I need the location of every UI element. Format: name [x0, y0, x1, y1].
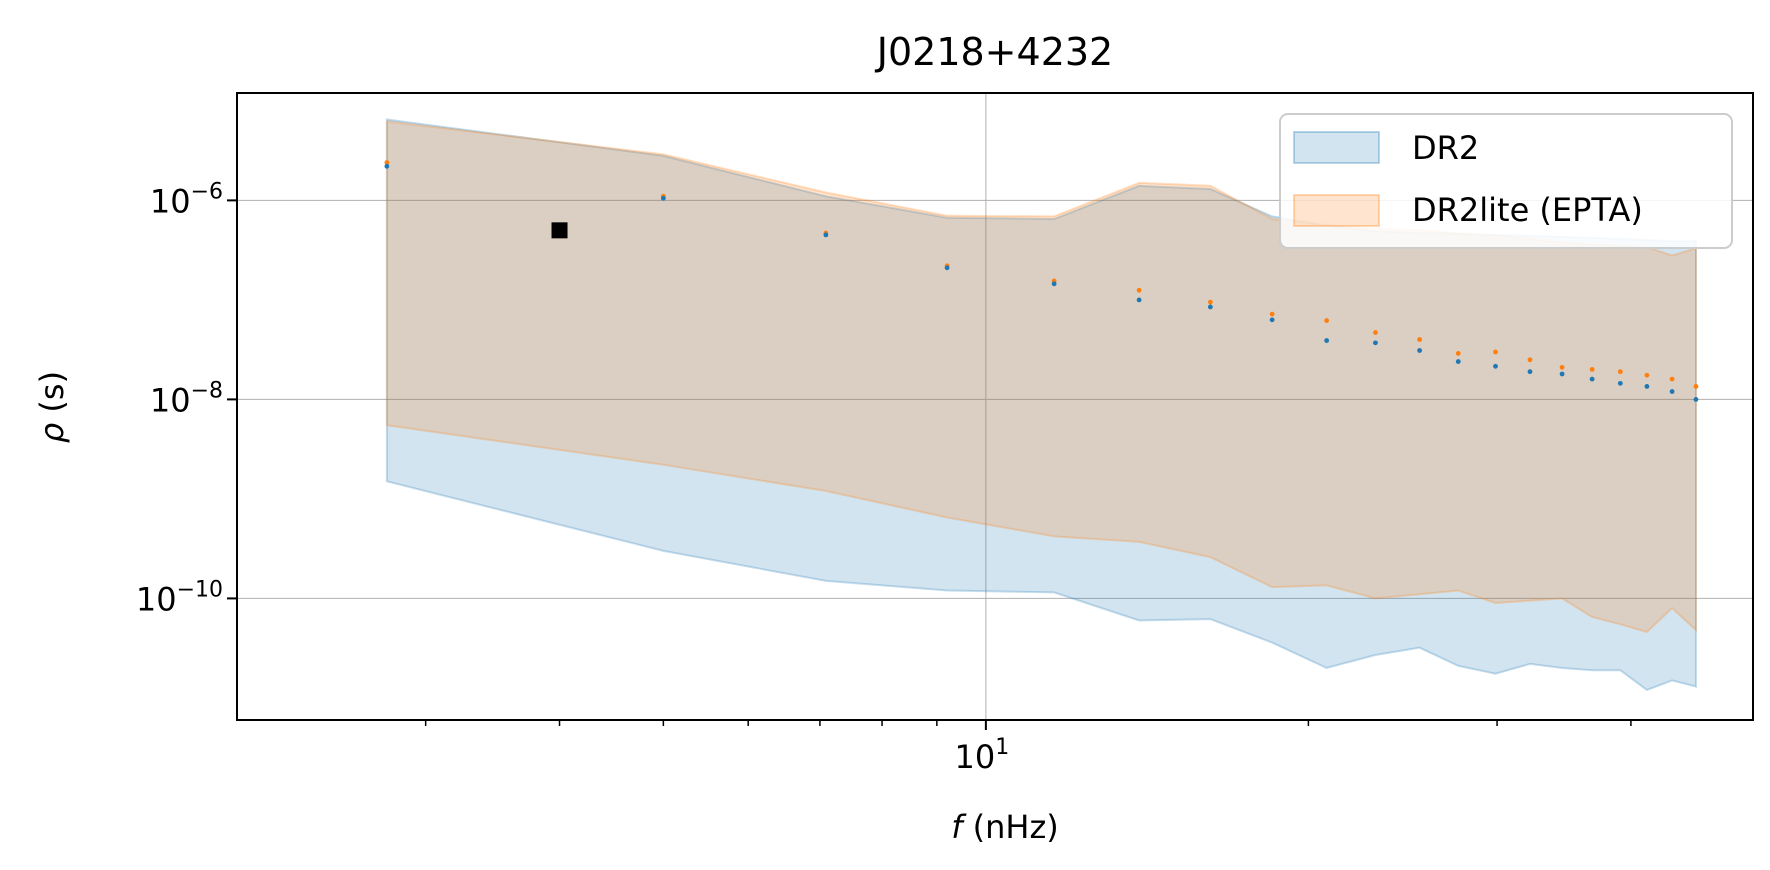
- median-point-dr2: [384, 163, 390, 169]
- median-point-dr2lite: [1373, 330, 1378, 335]
- median-points: [384, 160, 1699, 402]
- median-point-dr2: [1269, 317, 1275, 323]
- median-point-dr2: [1417, 348, 1423, 353]
- median-point-dr2: [1373, 340, 1378, 346]
- median-point-dr2lite: [1324, 318, 1330, 323]
- y-axis-label-unit: (s): [33, 371, 71, 423]
- median-point-dr2: [1527, 369, 1533, 375]
- legend: DR2 DR2lite (EPTA): [1279, 113, 1733, 249]
- median-point-dr2: [1136, 297, 1142, 303]
- median-point-dr2lite: [1136, 287, 1142, 293]
- y-axis-label-symbol: ρ: [33, 423, 71, 443]
- median-point-dr2: [1693, 397, 1699, 402]
- legend-swatch-dr2: [1293, 131, 1380, 164]
- median-point-dr2: [1207, 304, 1213, 310]
- median-point-dr2: [1455, 359, 1461, 364]
- median-point-dr2lite: [1693, 384, 1699, 389]
- median-point-dr2: [1644, 384, 1650, 389]
- uncertainty-bands: [385, 118, 1697, 692]
- y-tick-label: 10−6: [150, 179, 223, 220]
- band-dr2lite: [385, 120, 1697, 634]
- x-axis-ticks: 101: [424, 720, 1632, 776]
- band-dr2: [385, 118, 1697, 692]
- legend-frame: [1279, 113, 1733, 249]
- median-point-dr2lite: [1207, 299, 1213, 305]
- median-point-dr2lite: [1589, 367, 1595, 372]
- median-point-dr2lite: [1417, 337, 1423, 342]
- median-point-dr2lite: [1617, 369, 1623, 375]
- median-point-dr2lite: [1559, 364, 1565, 370]
- median-point-dr2lite: [1669, 376, 1675, 382]
- highlight-marker: [551, 222, 568, 239]
- y-axis-label: ρ (s): [33, 371, 71, 443]
- median-point-dr2: [1559, 371, 1565, 377]
- median-point-dr2lite: [1269, 311, 1275, 317]
- median-point-dr2lite: [1527, 357, 1533, 363]
- x-tick-label: 101: [955, 735, 1010, 776]
- x-axis-label: f (nHz): [951, 808, 1059, 846]
- plot-frame: [236, 92, 1754, 721]
- median-point-dr2: [944, 265, 950, 271]
- chart-title: J0218+4232: [875, 30, 1113, 74]
- y-tick-label: 10−8: [150, 378, 223, 419]
- median-point-dr2lite: [1455, 350, 1461, 356]
- y-axis-ticks: 10−6 10−8 10−10: [136, 179, 237, 618]
- median-point-dr2lite: [384, 160, 390, 165]
- median-point-dr2lite: [1644, 372, 1650, 378]
- median-point-dr2: [660, 195, 666, 201]
- median-point-dr2lite: [1493, 349, 1498, 355]
- median-point-dr2: [1324, 338, 1330, 343]
- median-point-dr2: [1669, 389, 1675, 394]
- y-tick-label: 10−10: [136, 577, 223, 618]
- median-point-dr2: [823, 232, 829, 238]
- median-point-dr2: [1617, 380, 1623, 386]
- legend-label-dr2: DR2: [1412, 129, 1479, 167]
- median-point-dr2: [1051, 281, 1057, 287]
- legend-swatch-dr2lite: [1293, 194, 1380, 227]
- x-axis-label-unit: (nHz): [962, 808, 1058, 846]
- legend-label-dr2lite: DR2lite (EPTA): [1412, 191, 1643, 229]
- median-point-dr2: [1589, 376, 1595, 382]
- median-point-dr2: [1493, 363, 1498, 369]
